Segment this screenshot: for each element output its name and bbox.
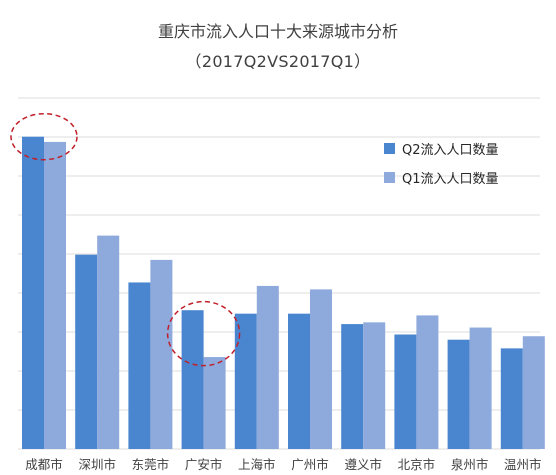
x-tick-label: 成都市 <box>25 457 63 472</box>
bar-q1-7 <box>416 315 439 449</box>
bar-q2-4 <box>234 313 257 449</box>
x-tick-label: 东莞市 <box>132 457 170 472</box>
x-tick-label: 遵义市 <box>344 457 382 472</box>
bar-q1-8 <box>469 327 492 449</box>
bar-q2-9 <box>500 348 523 449</box>
x-tick-label: 深圳市 <box>78 457 116 472</box>
legend-swatch-q1 <box>384 172 395 183</box>
bar-q2-8 <box>447 339 470 449</box>
bar-q1-3 <box>203 357 226 449</box>
bar-q2-3 <box>181 310 204 449</box>
bar-q1-0 <box>44 141 66 449</box>
legend-item-q1: Q1流入人口数量 <box>384 168 499 187</box>
bar-q2-1 <box>75 254 98 449</box>
x-tick-label: 泉州市 <box>451 457 489 472</box>
bar-q1-5 <box>310 289 332 449</box>
x-tick-label: 广安市 <box>185 457 223 472</box>
bar-q2-6 <box>341 324 364 449</box>
x-tick-label: 温州市 <box>504 457 542 472</box>
bar-q1-9 <box>522 336 545 449</box>
x-tick-label: 广州市 <box>291 457 329 472</box>
bar-q2-7 <box>394 334 417 449</box>
bar-q1-4 <box>256 285 279 449</box>
x-tick-label: 上海市 <box>238 457 276 472</box>
bar-q2-5 <box>288 313 310 449</box>
legend-label-q1: Q1流入人口数量 <box>402 172 499 187</box>
bar-q1-6 <box>363 322 386 449</box>
x-tick-label: 北京市 <box>398 457 436 472</box>
chart-subtitle: （2017Q2VS2017Q1） <box>185 52 371 71</box>
bar-q2-0 <box>22 136 44 449</box>
annotation-circle-广安市 <box>166 300 241 367</box>
legend-item-q2: Q2流入人口数量 <box>384 139 499 158</box>
legend-swatch-q2 <box>384 143 395 154</box>
bar-q1-2 <box>150 259 173 449</box>
legend-label-q2: Q2流入人口数量 <box>402 143 499 158</box>
bar-q1-1 <box>97 235 120 449</box>
annotation-circle-成都市 <box>10 112 78 161</box>
chart-title: 重庆市流入人口十大来源城市分析 <box>157 22 398 41</box>
bar-q2-2 <box>128 282 151 449</box>
